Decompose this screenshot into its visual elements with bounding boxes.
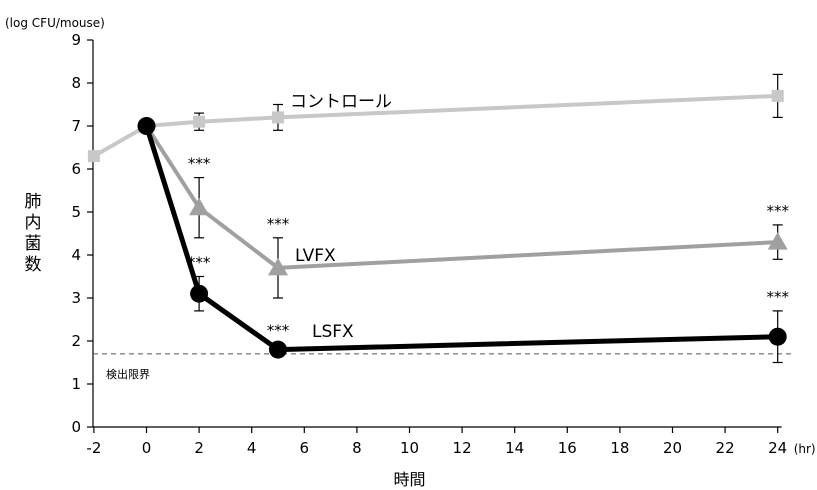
significance-label: ***	[188, 254, 211, 272]
data-point	[767, 232, 788, 250]
x-tick-label: 2	[194, 439, 204, 457]
significance-label: ***	[766, 202, 789, 220]
y-axis-unit: (log CFU/mouse)	[5, 16, 105, 30]
series-group: コントロール *** *** *** LVFX *** *** *** LSFX	[87, 73, 789, 364]
significance-label: ***	[188, 155, 211, 173]
x-tick-label: 10	[400, 439, 419, 457]
significance-label: ***	[766, 288, 789, 306]
series-line	[144, 124, 778, 270]
x-tick-label: 18	[610, 439, 629, 457]
x-tick-label: 16	[558, 439, 577, 457]
axes-group	[92, 40, 782, 428]
series-1: *** *** *** LVFX	[144, 124, 789, 299]
x-tick-label: 14	[505, 439, 524, 457]
y-tick-label: 5	[71, 203, 81, 221]
series-name-label: LSFX	[312, 322, 354, 342]
data-point	[193, 115, 206, 128]
y-tick-label: 6	[71, 160, 81, 178]
x-tick-label: 12	[453, 439, 472, 457]
series-line	[144, 125, 778, 353]
y-tick-label: 1	[71, 375, 81, 393]
x-axis-title: 時間	[393, 470, 425, 489]
y-tick-label: 9	[71, 31, 81, 49]
data-point	[87, 150, 100, 163]
x-tick-label: 20	[663, 439, 682, 457]
x-tick-label: 8	[352, 439, 362, 457]
x-tick-label: 0	[142, 439, 152, 457]
y-axis-title-char: 数	[25, 255, 42, 275]
series-0: コントロール	[87, 73, 784, 163]
data-point	[268, 257, 288, 276]
data-point	[768, 327, 787, 346]
y-axis-title-char: 内	[25, 213, 42, 233]
series-name-label: LVFX	[295, 246, 336, 266]
x-tick-label: 6	[300, 439, 310, 457]
y-tick-label: 3	[71, 289, 81, 307]
y-tick-label: 4	[71, 246, 81, 264]
x-tick-label: -2	[86, 439, 101, 457]
x-tick-label: 24	[768, 439, 787, 457]
data-point	[272, 111, 284, 124]
y-axis-title-char: 肺	[25, 192, 42, 212]
data-point	[190, 284, 209, 303]
data-point	[269, 340, 287, 359]
y-tick-label: 8	[71, 74, 81, 92]
series-name-label: コントロール	[290, 92, 392, 112]
series-2: *** *** *** LSFX	[144, 125, 789, 364]
y-axis-title-char: 菌	[25, 234, 42, 254]
significance-label: ***	[267, 215, 290, 233]
detection-limit-label: 検出限界	[106, 367, 150, 381]
x-tick-label: 22	[716, 439, 735, 457]
y-tick-label: 2	[71, 332, 81, 350]
x-tick-label: 4	[247, 439, 257, 457]
data-point	[137, 117, 156, 135]
y-tick-label: 7	[71, 117, 81, 135]
data-point	[771, 89, 784, 102]
data-point	[189, 197, 210, 216]
detection-limit-group: 検出限界	[93, 353, 795, 381]
significance-label: ***	[267, 322, 290, 340]
y-tick-label: 0	[71, 418, 81, 436]
x-axis-unit: (hr)	[794, 442, 816, 456]
